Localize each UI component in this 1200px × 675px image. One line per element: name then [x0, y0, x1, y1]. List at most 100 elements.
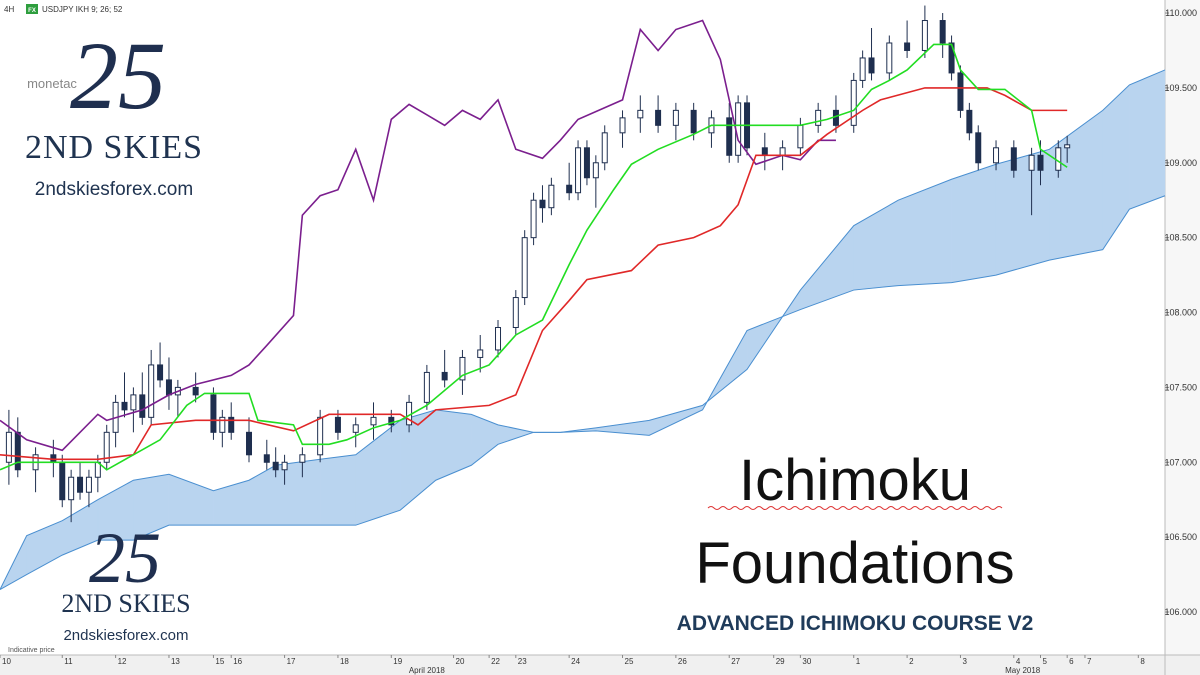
- candle-body: [815, 109, 822, 126]
- cloud-fill: [319, 454, 356, 526]
- x-tick-label: 18: [340, 657, 349, 666]
- y-tick-label: 107.500: [1164, 382, 1197, 392]
- candle-body: [619, 117, 626, 134]
- candle-body: [761, 147, 768, 156]
- candle-body: [5, 431, 12, 463]
- x-tick-label: 15: [215, 657, 224, 666]
- candle-body: [246, 431, 253, 456]
- candle-body: [521, 237, 528, 299]
- x-tick-label: 13: [171, 657, 180, 666]
- symbol: USDJPY IKH 9; 26; 52: [42, 5, 123, 14]
- x-tick-label: 12: [118, 657, 127, 666]
- candle-body: [548, 184, 555, 209]
- candle-body: [939, 20, 946, 44]
- candle-body: [281, 461, 288, 471]
- badge: FX: [28, 8, 36, 14]
- candle-body: [566, 184, 573, 194]
- candle-body: [423, 371, 430, 403]
- x-tick-label: 23: [518, 657, 527, 666]
- spell-underline: [707, 506, 1003, 510]
- y-tick-label: 108.500: [1164, 233, 1197, 243]
- candle-body: [85, 476, 92, 493]
- candle-body: [77, 476, 84, 493]
- x-tick-label: 30: [802, 657, 811, 666]
- candle-body: [832, 109, 839, 126]
- candle-body: [948, 42, 955, 74]
- candle-body: [459, 356, 466, 381]
- candle-body: [59, 461, 66, 501]
- candle-body: [583, 147, 590, 179]
- x-tick-label: 7: [1087, 657, 1092, 666]
- candle-body: [14, 431, 21, 471]
- x-tick-label: 24: [571, 657, 580, 666]
- brand: 2ND SKIES: [25, 129, 203, 166]
- cloud-edge: [0, 69, 1166, 590]
- candle-body: [219, 416, 226, 433]
- candle-body: [779, 147, 786, 156]
- y-tick-label: 108.000: [1164, 308, 1197, 318]
- candle-body: [575, 147, 582, 194]
- candle-body: [299, 454, 306, 463]
- logo-mark: 25: [70, 22, 166, 129]
- candle-body: [859, 57, 866, 81]
- y-tick-label: 109.500: [1164, 83, 1197, 93]
- cloud-fill: [951, 163, 997, 283]
- course-title: Ichimoku Foundations ADVANCED ICHIMOKU C…: [677, 448, 1034, 635]
- x-tick-label: 6: [1069, 657, 1074, 666]
- logo: 25 monetac 2ND SKIES 2ndskiesforex.com: [25, 22, 203, 200]
- candle-body: [904, 42, 911, 51]
- x-tick-label: 17: [287, 657, 296, 666]
- indicator-line: [0, 87, 1068, 461]
- candle-body: [726, 117, 733, 156]
- logo-small: monetac: [27, 76, 77, 91]
- x-tick-label: 20: [456, 657, 465, 666]
- candle-body: [334, 416, 341, 433]
- x-tick-label: 4: [1016, 657, 1021, 666]
- candle-body: [637, 109, 644, 119]
- candle-body: [957, 72, 964, 111]
- candle-body: [1037, 154, 1044, 171]
- candle-body: [690, 109, 697, 134]
- candle-body: [539, 199, 546, 209]
- x-tick-label: 29: [776, 657, 785, 666]
- candle-body: [993, 147, 1000, 164]
- y-tick-label: 107.000: [1164, 457, 1197, 467]
- candle-body: [1055, 147, 1062, 171]
- toolbar: 4H FX USDJPY IKH 9; 26; 52 Indicative pr…: [4, 4, 123, 654]
- y-tick-label: 106.500: [1164, 532, 1197, 542]
- month-label: April 2018: [409, 666, 446, 675]
- candle-body: [121, 401, 128, 411]
- candle-body: [975, 132, 982, 164]
- x-tick-label: 19: [393, 657, 402, 666]
- x-tick-label: 5: [1042, 657, 1047, 666]
- candle-body: [370, 416, 377, 426]
- candle-body: [868, 57, 875, 74]
- candle-body: [495, 327, 502, 351]
- candle-body: [388, 416, 395, 426]
- brand: 2ND SKIES: [61, 589, 190, 618]
- candle-body: [850, 79, 857, 126]
- cloud-edge: [0, 195, 1166, 590]
- y-tick-label: 106.000: [1164, 607, 1197, 617]
- candle-body: [68, 476, 75, 501]
- candle-body: [797, 124, 804, 149]
- y-axis-strip: [1165, 0, 1200, 675]
- x-tick-label: 10: [2, 657, 11, 666]
- title-line: Ichimoku: [739, 448, 971, 513]
- candle-body: [210, 394, 217, 433]
- x-tick-label: 22: [491, 657, 500, 666]
- candle-body: [272, 461, 279, 471]
- cloud-fill: [1129, 69, 1166, 210]
- indicator-line: [0, 19, 836, 452]
- candle-body: [352, 424, 359, 433]
- plot: [0, 5, 1166, 590]
- x-tick-label: 1: [856, 657, 861, 666]
- x-tick-label: 25: [625, 657, 634, 666]
- candle-body: [672, 109, 679, 126]
- y-tick-label: 109.000: [1164, 158, 1197, 168]
- candle-body: [655, 109, 662, 126]
- note: Indicative price: [8, 647, 55, 654]
